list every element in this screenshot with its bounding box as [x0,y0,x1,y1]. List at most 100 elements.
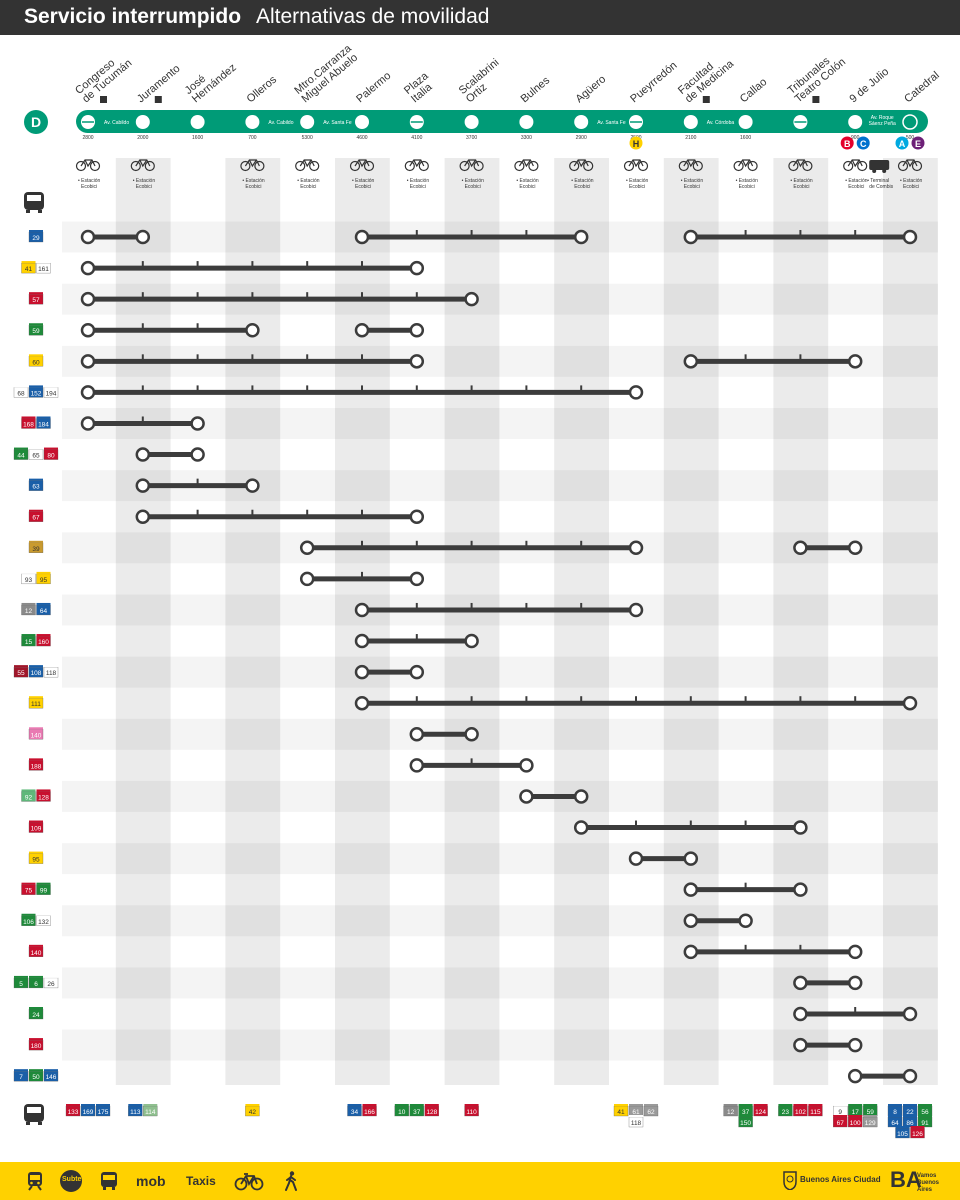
route-row[interactable]: 39 [28,540,863,556]
segment-end-stop[interactable] [135,478,151,493]
route-row[interactable]: 140 [28,944,863,960]
segment-end-stop[interactable] [80,322,96,338]
bottom-bus-group[interactable]: 133 169 175 [65,1104,111,1117]
segment-end-stop[interactable] [738,913,753,929]
bottom-bus-group[interactable]: 41 61 62 118 [613,1104,659,1128]
bottom-bus-group[interactable]: 23 102 115 [778,1104,823,1117]
segment-end-stop[interactable] [354,664,370,680]
connection-line-A[interactable] [895,136,909,150]
station-dot[interactable] [135,115,150,129]
segment-end-stop[interactable] [902,1006,918,1022]
route-row[interactable]: 7 50 146 [13,1068,918,1084]
bottom-bus-group[interactable]: 12 37 124 150 [723,1104,768,1128]
station-dot[interactable] [738,115,753,129]
segment-end-stop[interactable] [847,975,863,991]
segment-end-stop[interactable] [135,509,151,524]
bottom-bus-group[interactable]: 8 22 56 64 86 91 105 126 [887,1104,933,1139]
route-row[interactable]: 140 [28,727,479,742]
segment-end-stop[interactable] [464,291,479,307]
segment-end-stop[interactable] [793,882,808,897]
segment-end-stop[interactable] [80,416,96,431]
segment-end-stop[interactable] [464,633,479,649]
segment-end-stop[interactable] [354,695,370,711]
segment-end-stop[interactable] [299,540,315,556]
segment-end-stop[interactable] [628,385,644,400]
route-row[interactable]: 75 99 [21,882,808,897]
segment-end-stop[interactable] [409,260,425,276]
station-dot[interactable] [574,115,589,129]
bottom-bus-group[interactable]: 42 [245,1104,260,1117]
segment-end-stop[interactable] [902,1068,918,1084]
route-row[interactable]: 111 [28,695,918,711]
station-dot[interactable] [683,115,698,129]
route-row[interactable]: 188 [28,758,534,773]
route-row[interactable]: 68 152 194 [13,385,644,400]
bottom-bus-group[interactable]: 9 17 59 67 100 129 [833,1104,878,1128]
route-row[interactable]: 5 6 26 [13,975,863,991]
segment-end-stop[interactable] [409,571,425,587]
walk-icon[interactable] [284,1171,298,1191]
segment-end-stop[interactable] [683,229,699,245]
station-dot[interactable] [464,115,479,129]
segment-end-stop[interactable] [190,447,205,462]
station-dot[interactable] [355,115,369,129]
segment-end-stop[interactable] [354,322,370,338]
segment-end-stop[interactable] [409,664,425,680]
bottom-bus-group[interactable]: 10 37 128 [394,1104,439,1117]
connection-line-C[interactable] [856,136,870,150]
segment-end-stop[interactable] [519,789,534,804]
route-row[interactable]: 59 [28,322,425,338]
segment-end-stop[interactable] [847,944,863,960]
bus-number-badge[interactable] [21,262,36,274]
segment-end-stop[interactable] [409,322,425,338]
segment-end-stop[interactable] [135,447,151,462]
route-row[interactable]: 109 [28,820,808,835]
route-row[interactable]: 44 65 80 [13,447,205,462]
train-icon[interactable] [26,1171,44,1191]
segment-end-stop[interactable] [245,322,260,338]
route-row[interactable]: 41 161 [21,260,425,276]
segment-end-stop[interactable] [464,727,479,742]
route-row[interactable]: 24 [28,1006,918,1022]
route-row[interactable]: 12 64 [21,602,644,618]
bottom-bus-group[interactable]: 34 166 [347,1104,377,1117]
route-row[interactable]: 29 [28,229,918,245]
route-row[interactable]: 60 [28,354,863,369]
segment-end-stop[interactable] [793,820,808,835]
segment-end-stop[interactable] [628,540,644,556]
connection-line-B[interactable] [840,136,854,150]
station-dot[interactable] [190,115,205,129]
station-dot[interactable] [848,115,863,129]
route-row[interactable]: 106 132 [21,913,753,929]
segment-end-stop[interactable] [573,229,589,245]
bike-icon[interactable] [234,1171,264,1191]
bus-number-badge[interactable] [28,1039,44,1051]
segment-end-stop[interactable] [573,789,589,804]
segment-end-stop[interactable] [683,851,699,866]
route-row[interactable]: 55 108 118 [13,664,425,680]
segment-end-stop[interactable] [683,882,699,897]
station-dot[interactable] [245,115,260,129]
segment-end-stop[interactable] [683,944,699,960]
route-row[interactable]: 95 [28,851,699,866]
segment-end-stop[interactable] [409,509,425,524]
route-row[interactable]: 57 [28,291,479,307]
segment-end-stop[interactable] [80,354,96,369]
station-dot[interactable] [519,115,534,129]
route-row[interactable]: 180 [28,1037,863,1053]
segment-end-stop[interactable] [847,1068,863,1084]
route-row[interactable]: 15 160 [21,633,479,649]
route-row[interactable]: 93 95 [21,571,425,587]
segment-end-stop[interactable] [793,540,808,556]
segment-end-stop[interactable] [245,478,260,493]
segment-end-stop[interactable] [135,229,151,245]
segment-end-stop[interactable] [519,758,534,773]
segment-end-stop[interactable] [80,229,96,245]
segment-end-stop[interactable] [847,1037,863,1053]
segment-end-stop[interactable] [80,385,96,400]
segment-end-stop[interactable] [573,820,589,835]
segment-end-stop[interactable] [847,540,863,556]
segment-end-stop[interactable] [683,354,699,369]
route-row[interactable]: 63 [28,478,260,493]
